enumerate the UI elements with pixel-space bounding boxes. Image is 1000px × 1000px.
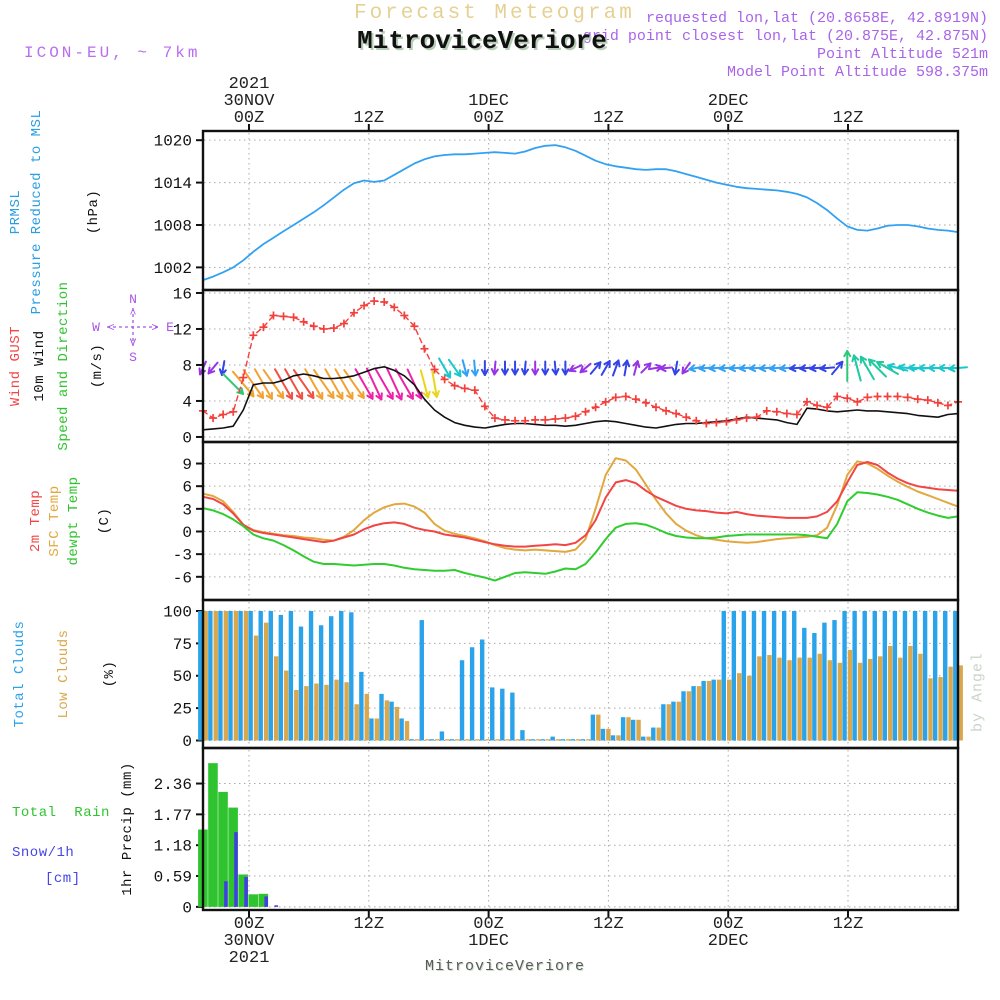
requested-coords: requested lon,lat (20.8658E, 42.8919N) [645, 10, 988, 27]
snow-unit-label: [cm] [45, 871, 81, 887]
svg-text:3: 3 [182, 501, 192, 519]
svg-text:00Z: 00Z [473, 109, 504, 128]
svg-text:1DEC: 1DEC [468, 932, 509, 951]
svg-text:1020: 1020 [154, 133, 192, 151]
svg-text:100: 100 [163, 604, 192, 622]
svg-text:2DEC: 2DEC [708, 932, 749, 951]
svg-text:00Z: 00Z [713, 109, 744, 128]
svg-text:E: E [166, 320, 174, 335]
svg-text:0: 0 [182, 899, 192, 917]
header-meta: requested lon,lat (20.8658E, 42.8919N) g… [583, 10, 988, 82]
svg-text:00Z: 00Z [234, 109, 265, 128]
svg-text:-6: -6 [173, 569, 192, 587]
model-label: ICON-EU, ~ 7km [24, 44, 201, 62]
page-title: Forecast Meteogram [353, 2, 635, 25]
svg-text:50: 50 [173, 668, 192, 686]
svg-text:9: 9 [182, 456, 192, 474]
svg-text:v: v [129, 335, 136, 349]
svg-text:12Z: 12Z [593, 915, 624, 934]
svg-text:S: S [129, 350, 137, 365]
svg-text:1.18: 1.18 [154, 838, 192, 856]
svg-text:0: 0 [182, 429, 192, 447]
svg-text:W: W [92, 320, 100, 335]
svg-text:1002: 1002 [154, 260, 192, 278]
svg-text:1DEC: 1DEC [468, 92, 509, 111]
svg-text:6: 6 [182, 479, 192, 497]
svg-text:25: 25 [173, 701, 192, 719]
svg-text:12Z: 12Z [353, 109, 384, 128]
svg-text:12Z: 12Z [593, 109, 624, 128]
svg-text:12: 12 [173, 321, 192, 339]
svg-text:1014: 1014 [154, 175, 192, 193]
bottom-watermark: MitroviceVeriore [424, 958, 586, 975]
svg-text:-3: -3 [173, 547, 192, 565]
svg-text:30NOV: 30NOV [223, 932, 275, 951]
svg-text:>: > [151, 321, 158, 335]
svg-text:12Z: 12Z [833, 915, 864, 934]
svg-text:<: < [107, 321, 114, 335]
svg-text:N: N [129, 292, 137, 307]
svg-text:2.36: 2.36 [154, 776, 192, 794]
svg-text:1.77: 1.77 [154, 807, 192, 825]
svg-text:0.59: 0.59 [154, 869, 192, 887]
svg-text:2021: 2021 [229, 949, 270, 968]
svg-text:1008: 1008 [154, 217, 192, 235]
svg-text:0: 0 [182, 524, 192, 542]
svg-text:^: ^ [129, 307, 136, 321]
closest-coords: grid point closest lon,lat (20.875E, 42.… [582, 28, 988, 45]
svg-text:2DEC: 2DEC [708, 92, 749, 111]
point-altitude: Point Altitude 521m [816, 46, 988, 63]
side-watermark: by Angel [969, 651, 987, 733]
svg-text:00Z: 00Z [713, 915, 744, 934]
svg-text:16: 16 [173, 285, 192, 303]
snow-label: Snow/1h [12, 845, 75, 861]
svg-text:12Z: 12Z [353, 915, 384, 934]
rain-label: Total Rain [12, 805, 110, 821]
svg-text:0: 0 [182, 733, 192, 751]
svg-text:75: 75 [173, 636, 192, 654]
station-title: MitroviceVeriore [357, 26, 607, 56]
svg-text:00Z: 00Z [234, 915, 265, 934]
svg-text:2021: 2021 [229, 75, 270, 94]
svg-text:00Z: 00Z [473, 915, 504, 934]
svg-text:12Z: 12Z [833, 109, 864, 128]
svg-text:8: 8 [182, 357, 192, 375]
svg-text:30NOV: 30NOV [223, 92, 275, 111]
svg-text:4: 4 [182, 393, 192, 411]
model-point-altitude: Model Point Altitude 598.375m [726, 64, 988, 81]
